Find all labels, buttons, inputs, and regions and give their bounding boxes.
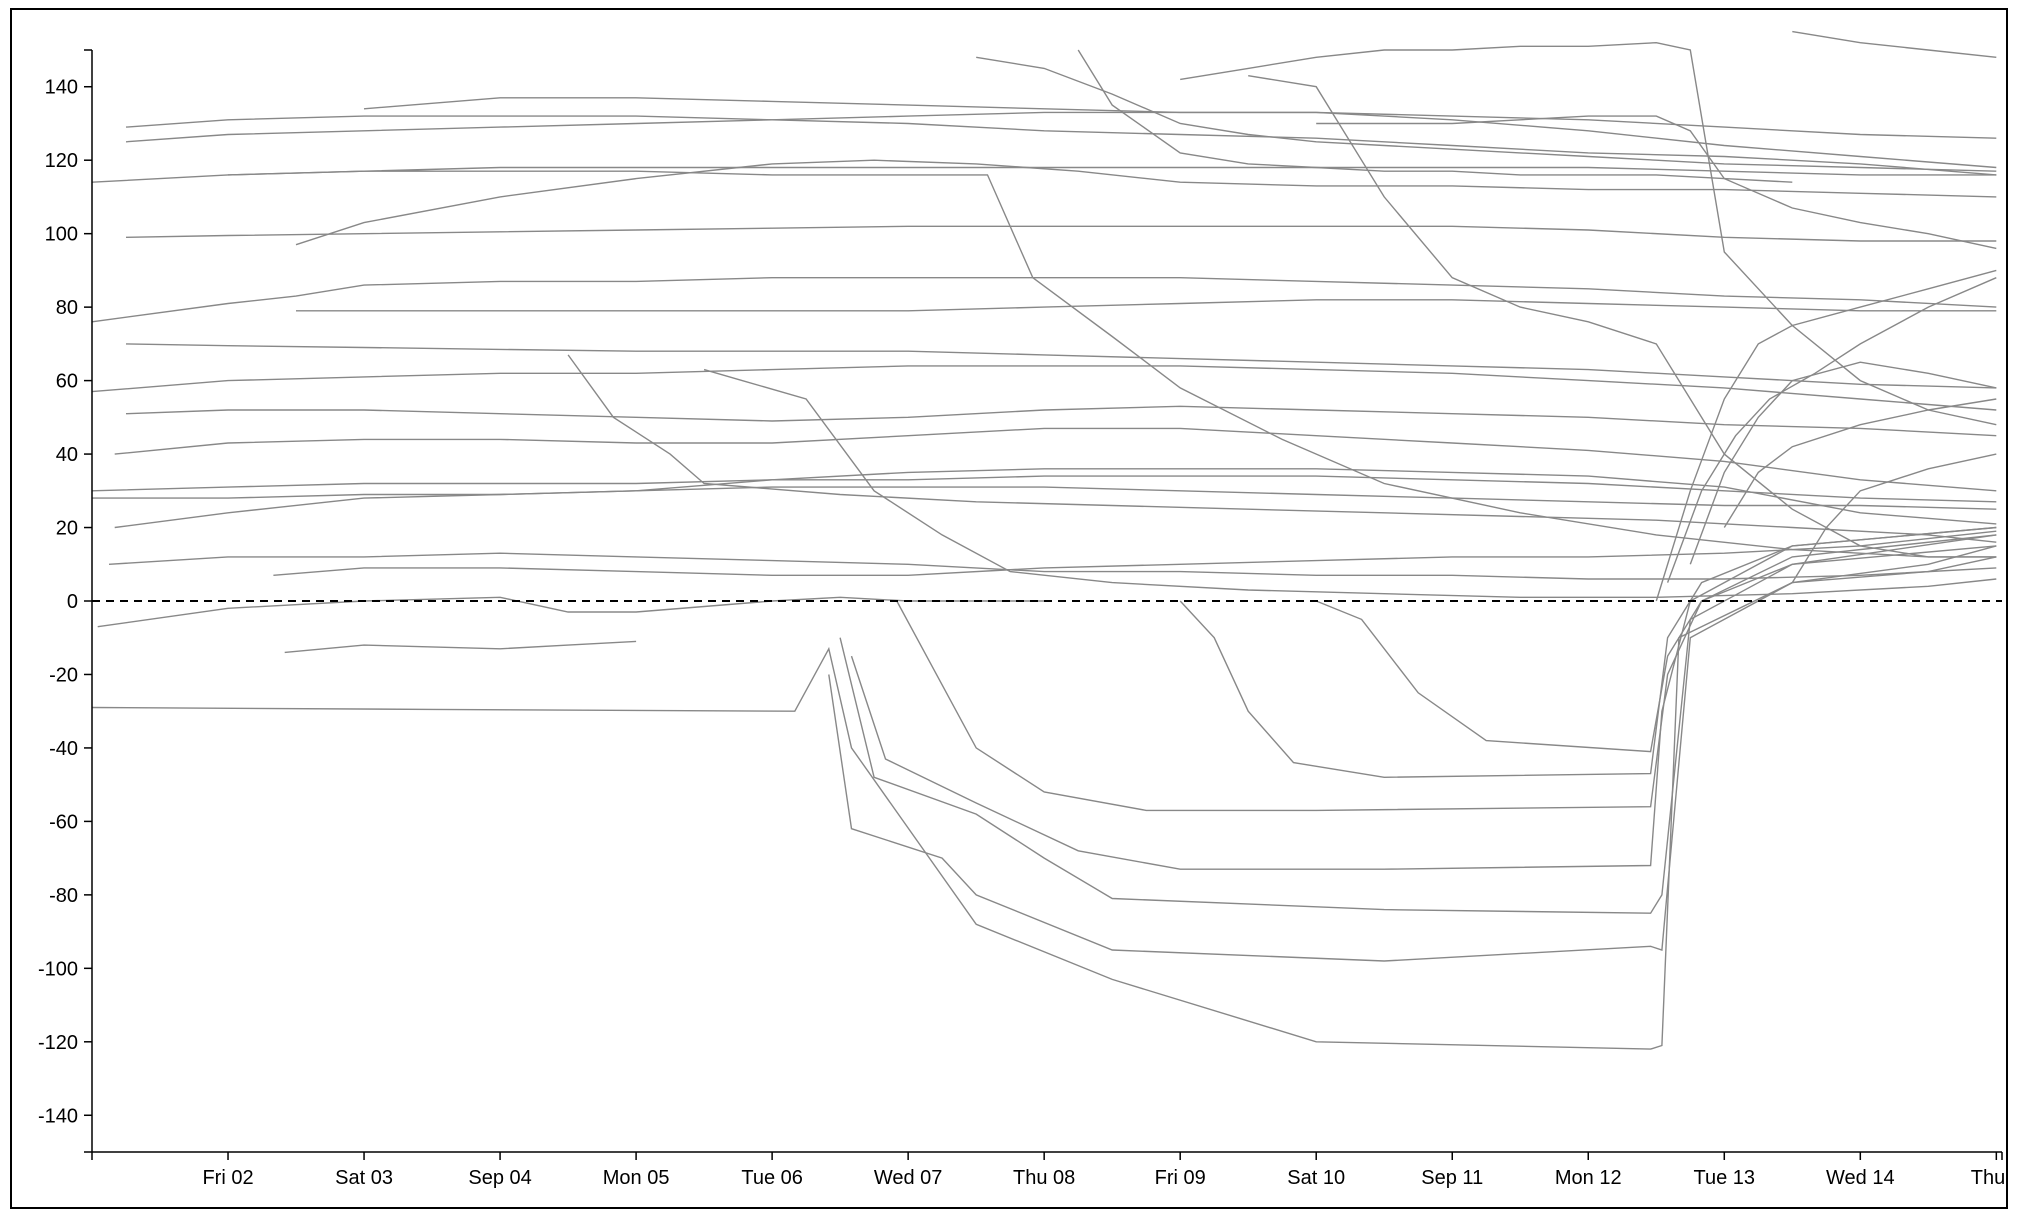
series-line-32 bbox=[1180, 41, 1997, 426]
x-tick-label: Mon 12 bbox=[1555, 1167, 1622, 1189]
series-line-13 bbox=[91, 475, 1997, 503]
series-line-18 bbox=[125, 343, 1997, 389]
y-tick-label: 0 bbox=[67, 591, 78, 613]
x-tick-label: Thu 1 bbox=[1971, 1167, 2006, 1189]
x-axis: Fri 02 Sat 03 Sep 04 Mon 05 Tue 06 Wed 07 Thu … bbox=[91, 1151, 2006, 1189]
series-line-14 bbox=[114, 468, 1997, 529]
y-tick-label: 120 bbox=[45, 150, 78, 172]
x-tick-label: Wed 07 bbox=[874, 1167, 943, 1189]
y-tick-label: -40 bbox=[49, 738, 78, 760]
series-layer bbox=[91, 30, 1997, 1050]
y-tick-label: -20 bbox=[49, 664, 78, 686]
series-line-29 bbox=[703, 368, 1997, 598]
series-line-24 bbox=[125, 115, 1997, 176]
x-tick-label: Thu 08 bbox=[1013, 1167, 1075, 1189]
series-line-20 bbox=[296, 299, 1997, 312]
x-tick-label: Sep 11 bbox=[1421, 1167, 1483, 1189]
y-axis: 140 120 100 80 60 40 20 0 -20 -40 -60 -80 -100 -120 -1… bbox=[38, 49, 93, 1153]
series-line-12 bbox=[92, 486, 1997, 510]
series-line-6 bbox=[1179, 526, 1997, 779]
series-line-22 bbox=[91, 166, 1997, 183]
series-line-33 bbox=[1248, 75, 1997, 558]
x-tick-label: Mon 05 bbox=[603, 1167, 670, 1189]
x-tick-label: Fri 02 bbox=[202, 1167, 253, 1189]
series-line-4 bbox=[850, 526, 1997, 870]
series-line-38 bbox=[1723, 398, 1997, 528]
series-line-23 bbox=[125, 111, 1997, 143]
y-tick-label: 80 bbox=[56, 297, 78, 319]
x-tick-label: Tue 06 bbox=[741, 1167, 803, 1189]
y-tick-label: -120 bbox=[38, 1032, 78, 1054]
series-line-35 bbox=[1655, 269, 1997, 602]
y-tick-label: 60 bbox=[56, 371, 78, 393]
x-tick-label: Fri 09 bbox=[1155, 1167, 1206, 1189]
series-line-34 bbox=[1316, 115, 1997, 250]
y-tick-label: 20 bbox=[56, 518, 78, 540]
y-tick-label: -140 bbox=[38, 1105, 78, 1127]
series-line-8 bbox=[97, 596, 1045, 628]
axes: 140 120 100 80 60 40 20 0 -20 -40 -60 -80 -100 -120 -1… bbox=[38, 49, 2006, 1189]
x-tick-label: Sep 04 bbox=[468, 1167, 531, 1189]
series-line-21 bbox=[125, 225, 1997, 242]
chart-frame: 140 120 100 80 60 40 20 0 -20 -40 -60 -80 -100 -120 -1… bbox=[10, 8, 2008, 1209]
series-line-17 bbox=[91, 365, 1997, 411]
series-line-36 bbox=[1666, 277, 1997, 583]
series-line-10 bbox=[108, 552, 1997, 580]
series-line-5 bbox=[896, 545, 1997, 812]
series-line-16 bbox=[125, 405, 1997, 437]
series-line-1 bbox=[91, 545, 1997, 1050]
series-line-39 bbox=[1791, 453, 1997, 583]
x-tick-label: Tue 13 bbox=[1694, 1167, 1756, 1189]
y-tick-label: 40 bbox=[56, 444, 78, 466]
series-line-3 bbox=[839, 534, 1997, 914]
x-tick-label: Sat 03 bbox=[335, 1167, 393, 1189]
y-tick-label: 140 bbox=[45, 77, 78, 99]
series-line-28 bbox=[567, 354, 1997, 543]
y-tick-label: -100 bbox=[38, 958, 78, 980]
series-line-7 bbox=[1315, 534, 1997, 753]
y-tick-label: -60 bbox=[49, 811, 78, 833]
series-line-11 bbox=[273, 530, 1997, 576]
series-line-19 bbox=[91, 277, 1997, 323]
x-tick-label: Wed 14 bbox=[1826, 1167, 1895, 1189]
series-line-9 bbox=[284, 640, 637, 654]
series-line-40 bbox=[1792, 30, 1997, 58]
series-line-37 bbox=[1689, 361, 1997, 565]
y-tick-label: 100 bbox=[45, 224, 78, 246]
x-tick-label: Sat 10 bbox=[1287, 1167, 1345, 1189]
series-line-31 bbox=[1077, 49, 1793, 183]
y-tick-label: -80 bbox=[49, 885, 78, 907]
series-line-26 bbox=[295, 159, 1997, 246]
series-line-2 bbox=[828, 556, 1997, 962]
series-line-30 bbox=[976, 56, 1997, 172]
series-line-27 bbox=[227, 170, 1997, 558]
line-chart: 140 120 100 80 60 40 20 0 -20 -40 -60 -80 -100 -120 -1… bbox=[38, 30, 2006, 1189]
series-line-25 bbox=[363, 97, 1997, 169]
series-line-15 bbox=[114, 427, 1997, 492]
